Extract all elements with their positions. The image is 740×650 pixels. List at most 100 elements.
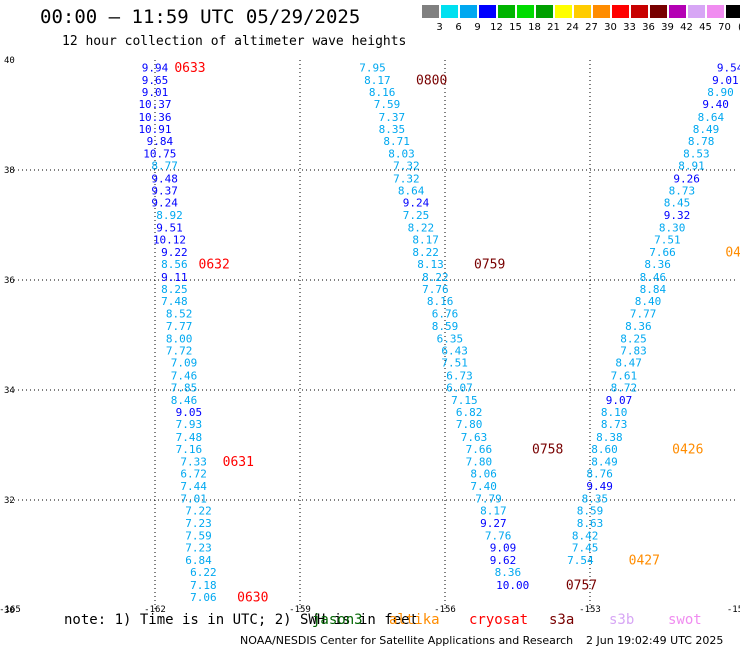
pass-time-label: 0631 (223, 455, 254, 470)
legend-label: 24 (566, 22, 579, 33)
wave-height-value: 7.32 (393, 160, 420, 173)
pass-time-label: 0632 (199, 258, 230, 273)
page-title: 00:00 – 11:59 UTC 05/29/2025 (40, 6, 361, 28)
wave-height-value: 8.38 (596, 431, 623, 444)
wave-height-value: 8.59 (432, 320, 459, 333)
wave-height-value: 7.61 (611, 369, 638, 382)
wave-height-value: 7.51 (441, 357, 468, 370)
wave-height-value: 7.77 (630, 308, 657, 321)
wave-height-value: 7.59 (185, 529, 212, 542)
wave-height-value: 7.59 (374, 98, 401, 111)
wave-height-value: 10.75 (143, 148, 176, 161)
wave-height-value: 8.76 (586, 468, 613, 481)
legend-swatch (441, 5, 458, 18)
wave-height-value: 8.52 (166, 308, 193, 321)
wave-height-value: 7.66 (466, 443, 493, 456)
wave-height-value: 7.23 (185, 541, 212, 554)
wave-height-value: 6.84 (185, 554, 212, 567)
wave-height-value: 8.49 (591, 456, 618, 469)
wave-height-value: 9.27 (480, 517, 507, 530)
legend-swatch (612, 5, 629, 18)
wave-height-value: 8.13 (417, 258, 444, 271)
wave-height-value: 7.32 (393, 172, 420, 185)
wave-height-value: 8.60 (591, 443, 618, 456)
wave-height-value: 10.91 (138, 123, 171, 136)
wave-height-value: 7.80 (466, 456, 493, 469)
wave-height-value: 6.76 (432, 308, 459, 321)
legend-swatch (726, 5, 740, 18)
wave-height-value: 8.22 (422, 271, 449, 284)
wave-height-value: 8.00 (166, 332, 193, 345)
wave-height-value: 7.23 (185, 517, 212, 530)
wave-height-value: 10.36 (138, 111, 171, 124)
legend-swatch (517, 5, 534, 18)
footer-note: note: 1) Time is in UTC; 2) SWH is in fe… (64, 612, 419, 628)
legend-label: 12 (490, 22, 503, 33)
sat-altika-label: altika (389, 612, 440, 628)
legend-label: 9 (474, 22, 481, 33)
wave-height-value: 7.44 (180, 480, 207, 493)
wave-height-value: 7.80 (456, 418, 483, 431)
legend-swatch (422, 5, 439, 18)
wave-height-value: 7.18 (190, 579, 217, 592)
pass-time-label: 0759 (474, 258, 505, 273)
wave-height-value: 6.72 (180, 468, 207, 481)
wave-height-value: 8.92 (156, 209, 183, 222)
wave-height-value: 8.47 (615, 357, 642, 370)
wave-height-value: 8.36 (644, 258, 671, 271)
legend-label: 45 (699, 22, 712, 33)
sat-s3a-label: s3a (549, 612, 575, 628)
wave-height-value: 9.48 (151, 172, 178, 185)
wave-height-value: 9.11 (161, 271, 188, 284)
wave-height-value: 9.62 (490, 554, 517, 567)
wave-height-value: 8.63 (577, 517, 604, 530)
wave-height-value: 7.72 (166, 345, 193, 358)
wave-height-value: 9.09 (490, 541, 517, 554)
lon-tick-label: -156 (434, 605, 456, 615)
wave-height-value: 8.42 (572, 529, 599, 542)
wave-height-value: 7.45 (572, 541, 599, 554)
pass-time-label: 0630 (237, 590, 268, 605)
wave-height-value: 7.15 (451, 394, 478, 407)
wave-height-value: 10.37 (138, 98, 171, 111)
wave-height-value: 8.22 (412, 246, 439, 259)
pass-time-label: 0757 (566, 578, 597, 593)
wave-height-value: 7.77 (166, 320, 193, 333)
wave-height-value: 8.90 (707, 86, 734, 99)
legend-label: 39 (661, 22, 674, 33)
lat-tick-label: 30 (4, 606, 15, 616)
wave-height-value: 8.72 (611, 381, 638, 394)
wave-height-value: 6.73 (446, 369, 473, 382)
wave-height-value: 8.17 (480, 505, 507, 518)
legend-swatch (631, 5, 648, 18)
wave-height-value: 8.84 (640, 283, 667, 296)
wave-height-value: 8.77 (151, 160, 178, 173)
generated-timestamp: 2 Jun 19:02:49 UTC 2025 (586, 634, 724, 647)
wave-height-value: 9.32 (664, 209, 691, 222)
legend-label: 36 (642, 22, 655, 33)
sat-jason3-label: jason3 (312, 612, 363, 628)
legend-label: 33 (623, 22, 636, 33)
wave-height-value: 8.16 (427, 295, 454, 308)
wave-height-value: 8.16 (369, 86, 396, 99)
legend-swatch (498, 5, 515, 18)
legend-label: 70 (718, 22, 731, 33)
wave-height-value: 7.22 (185, 505, 212, 518)
wave-height-value: 8.36 (495, 566, 522, 579)
legend-swatch (669, 5, 686, 18)
wave-height-value: 6.82 (456, 406, 483, 419)
wave-height-value: 7.25 (403, 209, 430, 222)
wave-height-value: 8.73 (601, 418, 628, 431)
wave-height-value: 8.25 (620, 332, 647, 345)
wave-height-value: 9.49 (586, 480, 613, 493)
wave-height-value: 7.54 (567, 554, 594, 567)
pass-time-label: 0426 (672, 442, 703, 457)
lon-tick-label: -15 (727, 605, 740, 615)
wave-height-value: 8.53 (683, 148, 710, 161)
wave-height-value: 9.22 (161, 246, 188, 259)
wave-height-value: 7.16 (176, 443, 203, 456)
wave-height-value: 9.94 (142, 61, 169, 74)
wave-height-value: 8.22 (408, 221, 435, 234)
wave-height-value: 8.35 (379, 123, 406, 136)
